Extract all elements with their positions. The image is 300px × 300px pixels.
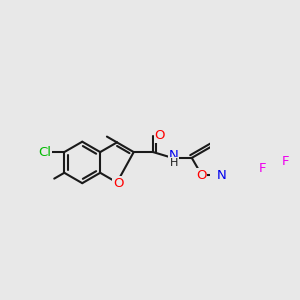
Text: Cl: Cl xyxy=(38,146,51,159)
Text: F: F xyxy=(282,155,290,168)
Text: O: O xyxy=(155,129,165,142)
Text: O: O xyxy=(113,177,124,190)
Text: O: O xyxy=(196,169,207,182)
Text: H: H xyxy=(169,158,178,168)
Text: N: N xyxy=(169,148,179,162)
Text: N: N xyxy=(217,169,226,182)
Text: F: F xyxy=(258,162,266,175)
